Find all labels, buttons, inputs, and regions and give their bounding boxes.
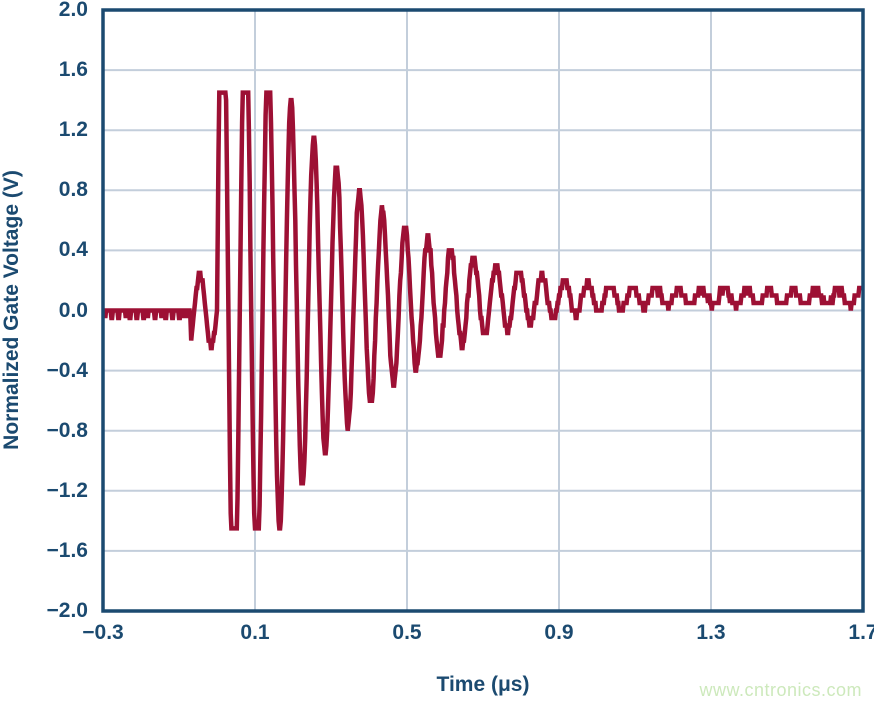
- x-tick-label: 1.7: [848, 621, 874, 644]
- x-tick-label: 1.3: [696, 621, 726, 644]
- y-tick-label: 0.4: [58, 238, 88, 262]
- y-tick-label: 0.0: [58, 298, 88, 322]
- x-tick-label: 0.1: [240, 621, 270, 644]
- waveform-trace: [102, 90, 863, 531]
- x-tick-label: 0.5: [392, 621, 422, 644]
- y-tick-label: −0.4: [46, 358, 88, 382]
- y-tick-label: 1.6: [58, 58, 88, 82]
- watermark-text: www.cntronics.com: [699, 680, 862, 700]
- y-tick-label: 0.8: [58, 178, 88, 202]
- y-tick-label: 2.0: [58, 0, 88, 21]
- y-tick-label: −1.2: [46, 478, 88, 502]
- x-tick-label: −0.3: [82, 621, 124, 644]
- plot-frame-border: [101, 8, 865, 613]
- y-tick-label: −0.8: [46, 418, 88, 442]
- x-axis-title: Time (μs): [436, 673, 530, 696]
- y-axis-title: Normalized Gate Voltage (V): [0, 170, 23, 450]
- y-tick-label: 1.2: [58, 118, 88, 142]
- y-tick-label: −2.0: [46, 599, 88, 622]
- y-tick-label: −1.6: [46, 538, 88, 562]
- x-tick-label: 0.9: [544, 621, 574, 644]
